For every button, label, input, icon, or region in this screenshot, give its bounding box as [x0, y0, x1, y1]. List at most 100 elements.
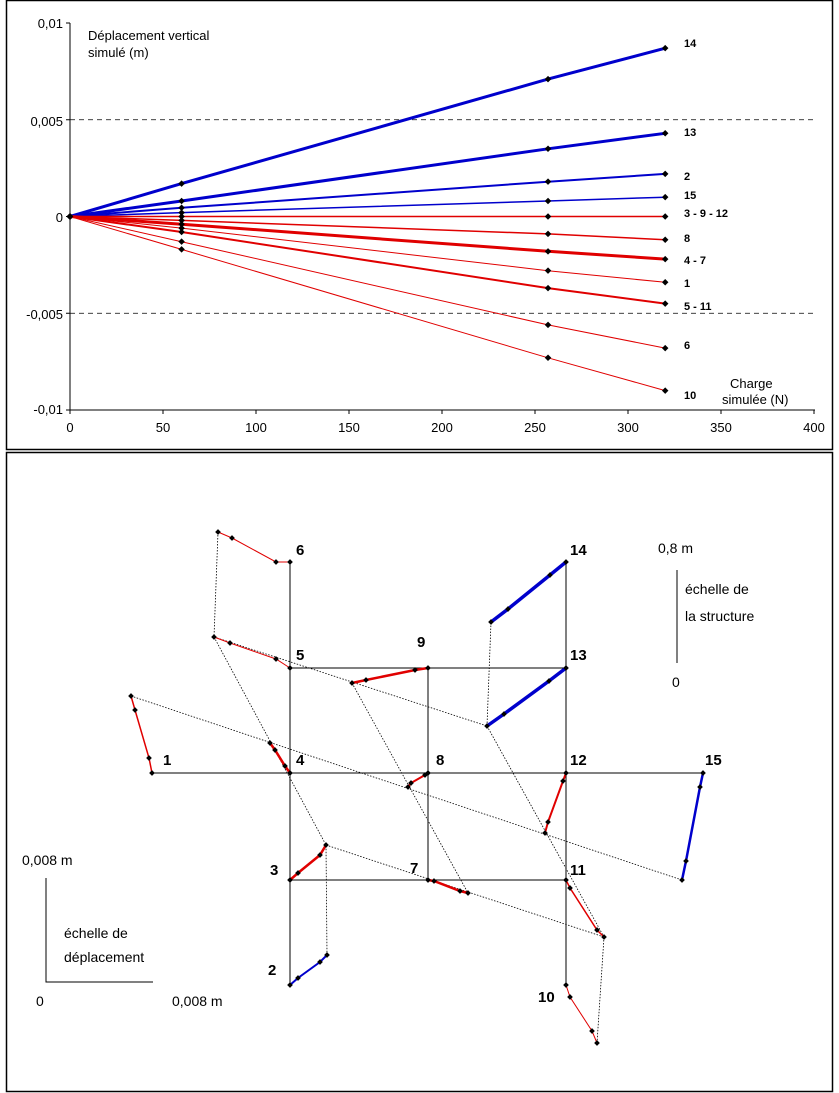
data-point	[544, 321, 552, 329]
deformed-1-15	[130, 695, 683, 881]
series-label-15: 15	[684, 190, 696, 202]
series-label-3-9-12: 3 - 9 - 12	[684, 208, 728, 220]
displacement-point	[563, 770, 569, 776]
displacement-point	[425, 877, 431, 883]
structure-scale: 0,8 m 0 échelle de la structure	[658, 540, 754, 690]
displacement-point	[295, 870, 301, 876]
displacement-point	[349, 680, 355, 686]
displacement-point	[501, 711, 507, 717]
node-label-9: 9	[417, 634, 425, 651]
x-tick-label: 100	[245, 420, 267, 435]
displacement-point	[227, 640, 233, 646]
series-line-10	[69, 216, 666, 392]
data-point	[178, 238, 185, 245]
node-label-15: 15	[705, 752, 722, 769]
series-label-5-11: 5 - 11	[684, 301, 712, 313]
series-label-10: 10	[684, 390, 696, 402]
displacement-point	[563, 665, 569, 671]
displacement-point	[547, 572, 553, 578]
displacement-point	[408, 780, 414, 786]
displacement-point	[425, 665, 431, 671]
displacement-point	[545, 819, 551, 825]
displacement-segment	[351, 666, 429, 685]
diagram-frame	[5, 451, 834, 1093]
displacement-points	[128, 529, 706, 1046]
series-label-8: 8	[684, 233, 690, 245]
displacement-chart: 0,01 0,005 0 -0,005 -0,01 0 50 100 150 2…	[26, 16, 825, 435]
displacement-segment	[544, 772, 567, 834]
node-label-4: 4	[296, 752, 305, 769]
displacement-point	[542, 830, 548, 836]
data-point	[178, 209, 185, 216]
x-tick-marks	[69, 410, 815, 414]
displacement-point	[594, 1040, 600, 1046]
x-tick-label: 350	[710, 420, 732, 435]
displacement-point	[295, 975, 301, 981]
x-tick-label: 250	[524, 420, 546, 435]
x-tick-label: 150	[338, 420, 360, 435]
displacement-point	[282, 763, 288, 769]
displacement-segment	[485, 666, 568, 728]
displacement-scale-label-line2: déplacement	[64, 949, 144, 965]
data-point	[661, 236, 669, 243]
displacement-point	[465, 890, 471, 896]
data-point	[661, 130, 669, 137]
displacement-point	[146, 755, 152, 761]
displacement-point	[215, 529, 221, 535]
displacement-scale-zero: 0	[36, 993, 44, 1009]
node-label-14: 14	[570, 542, 587, 559]
structure-scale-value: 0,8 m	[658, 540, 693, 556]
displacement-point	[287, 982, 293, 988]
series-line-1	[69, 216, 666, 283]
displacement-point	[560, 778, 566, 784]
x-tick-label: 200	[431, 420, 453, 435]
series-label-14: 14	[684, 38, 697, 50]
x-axis-label-line2: simulée (N)	[722, 392, 788, 407]
node-label-12: 12	[570, 752, 587, 769]
series-label-1: 1	[684, 278, 690, 290]
data-point	[544, 284, 552, 292]
data-point	[661, 300, 669, 307]
x-tick-label: 0	[66, 420, 73, 435]
displacement-point	[563, 559, 569, 565]
displacement-point	[683, 858, 689, 864]
y-axis-label-line1: Déplacement vertical	[88, 28, 209, 43]
node-label-3: 3	[270, 862, 278, 879]
node-label-7: 7	[410, 860, 418, 877]
displacement-point	[229, 535, 235, 541]
x-tick-label: 400	[803, 420, 825, 435]
displacement-point	[128, 693, 134, 699]
series-line-13	[69, 131, 666, 218]
y-tick-label: 0,01	[38, 16, 63, 31]
deformed-6-5	[213, 531, 219, 638]
node-label-2: 2	[268, 962, 276, 979]
series-line-2	[69, 172, 666, 218]
deformed-9-7	[351, 682, 469, 894]
data-point	[661, 193, 669, 201]
displacement-segment	[289, 844, 328, 881]
data-point	[544, 145, 552, 153]
data-point	[178, 246, 185, 253]
displacement-point	[563, 877, 569, 883]
displacement-point	[457, 888, 463, 894]
displacement-point	[563, 982, 569, 988]
data-point	[661, 255, 669, 263]
displacement-point	[425, 770, 431, 776]
displacement-point	[589, 1028, 595, 1034]
y-axis-label-line2: simulé (m)	[88, 45, 149, 60]
displacement-point	[412, 667, 418, 673]
y-tick-label: -0,01	[33, 402, 63, 417]
displacement-point	[679, 877, 685, 883]
data-point	[661, 387, 669, 394]
series-label-13: 13	[684, 127, 696, 139]
chart-series	[66, 44, 669, 394]
displacement-point	[363, 677, 369, 683]
displacement-segment	[565, 984, 598, 1044]
node-label-13: 13	[570, 647, 587, 664]
displacement-segment	[680, 772, 705, 881]
data-point	[178, 224, 185, 232]
displacement-point	[697, 784, 703, 790]
data-point	[66, 213, 74, 220]
displacement-point	[323, 842, 329, 848]
